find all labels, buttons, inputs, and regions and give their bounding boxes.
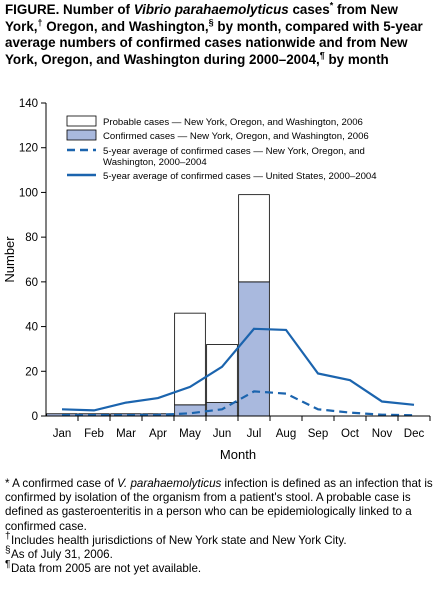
bar-probable-jul [238, 194, 270, 283]
footnote-1: * A confirmed case of V. parahaemolyticu… [5, 477, 435, 534]
legend-swatch-0 [66, 115, 97, 127]
y-tick-label: 20 [25, 366, 38, 378]
y-tick-label: 60 [25, 277, 38, 289]
x-tick-label: Jan [53, 428, 72, 440]
legend-label-0: Probable cases — New York, Oregon, and W… [103, 117, 363, 128]
footnote-text: * A confirmed case of [5, 477, 118, 490]
y-tick-label: 0 [32, 411, 38, 423]
lines [61, 327, 415, 417]
legend-label-1: Confirmed cases — New York, Oregon, and … [103, 131, 369, 142]
chart: 0 20 40 60 80 100 120 140 Jan Feb Mar Apr May Jun Jul A… [2, 98, 431, 462]
bars [46, 194, 270, 417]
x-tick-label: Nov [372, 428, 393, 440]
x-tick-label: Oct [341, 428, 360, 440]
line-us-5yr-average [61, 327, 415, 412]
legend-label-3: 5-year average of confirmed cases — Unit… [103, 171, 377, 182]
x-tick-label: Feb [84, 428, 104, 440]
axes: 0 20 40 60 80 100 120 140 Jan Feb Mar Apr May Jun Jul A… [2, 98, 431, 462]
y-tick-label: 140 [19, 98, 38, 110]
y-tick-label: 120 [19, 143, 38, 155]
footnote-italic: V. parahaemolyticus [117, 477, 222, 490]
bar-confirmed-jul [238, 281, 270, 417]
footnote-text: As of July 31, 2006. [11, 548, 113, 562]
x-tick-label: Jun [213, 428, 232, 440]
footnote-text: Includes health jurisdictions of New Yor… [11, 533, 347, 547]
y-tick-label: 80 [25, 232, 38, 244]
footnote-mark: § [5, 545, 11, 557]
figure-title: FIGURE. Number of Vibrio parahaemolyticu… [5, 0, 423, 67]
x-tick-label: Apr [149, 428, 167, 440]
footnote-mark: † [5, 530, 11, 542]
x-tick-label: Dec [404, 428, 425, 440]
x-axis-label: Month [220, 447, 256, 462]
legend: Probable cases — New York, Oregon, and W… [66, 115, 377, 182]
legend-swatch-1 [66, 129, 97, 141]
y-axis-label: Number [2, 236, 17, 283]
x-tick-label: May [179, 428, 201, 440]
footnote-text: infection is defined as an infection tha… [5, 477, 433, 533]
footnote-text: Data from 2005 are not yet available. [11, 562, 202, 576]
footnote-2: † Includes health jurisdictions of New Yo… [5, 531, 435, 548]
footnote-mark: ¶ [5, 559, 11, 571]
y-tick-label: 100 [19, 187, 38, 199]
legend-label-2: 5-year average of confirmed cases — New … [103, 146, 365, 168]
y-tick-label: 40 [25, 322, 38, 334]
footnote-3: § As of July 31, 2006. [5, 545, 435, 562]
footnote-4: ¶ Data from 2005 are not yet available. [5, 559, 435, 576]
line-nyorwa-5yr-average [62, 390, 415, 417]
footnotes: * A confirmed case of V. parahaemolyticu… [5, 477, 435, 576]
x-tick-label: Mar [116, 428, 136, 440]
x-tick-label: Aug [276, 428, 296, 440]
x-tick-label: Jul [247, 428, 262, 440]
x-tick-label: Sep [308, 428, 328, 440]
